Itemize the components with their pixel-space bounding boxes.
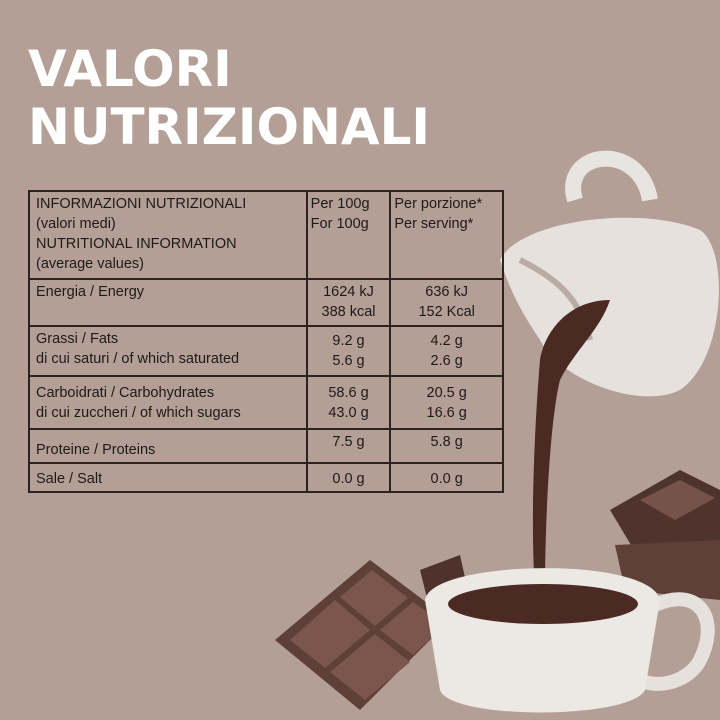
- row-label: Proteine / Proteins: [28, 428, 308, 464]
- value: 20.5 g: [426, 384, 467, 401]
- row-per100: 58.6 g 43.0 g: [305, 375, 392, 430]
- title-line-1: VALORI: [28, 40, 232, 98]
- row-serving: 4.2 g 2.6 g: [389, 325, 504, 377]
- value: 5.8 g: [430, 434, 463, 450]
- row-serving: 20.5 g 16.6 g: [389, 375, 504, 430]
- table-row-proteins: Proteine / Proteins 7.5 g 5.8 g: [28, 428, 504, 464]
- cup: [425, 568, 715, 713]
- value: 1624 kJ: [323, 284, 374, 300]
- row-per100: 7.5 g: [305, 428, 392, 464]
- header-per100-line: Per 100g: [310, 196, 370, 212]
- row-per100: 1624 kJ 388 kcal: [305, 278, 392, 327]
- header-label: INFORMAZIONI NUTRIZIONALI (valori medi) …: [28, 190, 308, 280]
- row-label: Grassi / Fats di cui saturi / of which sa…: [28, 325, 308, 377]
- row-label-line: di cui zuccheri / of which sugars: [36, 404, 241, 421]
- title-line-2: NUTRIZIONALI: [28, 98, 431, 156]
- row-label-line: Proteine / Proteins: [36, 442, 156, 458]
- value: 152 Kcal: [418, 304, 475, 320]
- header-label-line: (average values): [36, 256, 144, 272]
- header-serving: Per porzione* Per serving*: [389, 190, 504, 280]
- row-serving: 5.8 g: [389, 428, 504, 464]
- value: 9.2 g: [332, 333, 365, 349]
- row-label-line: Sale / Salt: [36, 471, 103, 487]
- page-title: VALORI NUTRIZIONALI: [28, 40, 430, 156]
- value: 7.5 g: [332, 434, 365, 450]
- table-row-salt: Sale / Salt 0.0 g 0.0 g: [28, 462, 504, 493]
- table-header-row: INFORMAZIONI NUTRIZIONALI (valori medi) …: [28, 190, 504, 280]
- header-label-line: (valori medi): [36, 216, 116, 232]
- table-row-carbohydrates: Carboidrati / Carbohydrates di cui zucche…: [28, 375, 504, 430]
- row-label-line: Energia / Energy: [36, 284, 145, 300]
- value: 4.2 g: [430, 333, 463, 349]
- header-serving-line: Per porzione*: [394, 196, 483, 212]
- header-label-line: INFORMAZIONI NUTRIZIONALI: [36, 196, 247, 212]
- value: 58.6 g: [328, 384, 369, 401]
- value: 16.6 g: [426, 404, 467, 421]
- header-label-line: NUTRITIONAL INFORMATION: [36, 236, 237, 252]
- row-per100: 9.2 g 5.6 g: [305, 325, 392, 377]
- header-per100-line: For 100g: [310, 216, 369, 232]
- row-serving: 0.0 g: [389, 462, 504, 493]
- row-label-line: Carboidrati / Carbohydrates: [36, 384, 215, 401]
- row-label: Carboidrati / Carbohydrates di cui zucche…: [28, 375, 308, 430]
- value: 636 kJ: [425, 284, 469, 300]
- value: 388 kcal: [321, 304, 376, 320]
- value: 43.0 g: [328, 404, 369, 421]
- row-label: Energia / Energy: [28, 278, 308, 327]
- value: 5.6 g: [332, 353, 365, 369]
- value: 0.0 g: [332, 471, 365, 487]
- jug: [500, 150, 719, 590]
- value: 0.0 g: [430, 471, 463, 487]
- row-per100: 0.0 g: [305, 462, 392, 493]
- table-row-fats: Grassi / Fats di cui saturi / of which sa…: [28, 325, 504, 377]
- row-label: Sale / Salt: [28, 462, 308, 493]
- header-serving-line: Per serving*: [394, 216, 474, 232]
- value: 2.6 g: [430, 353, 463, 369]
- row-label-line: di cui saturi / of which saturated: [36, 351, 240, 367]
- table-row-energy: Energia / Energy 1624 kJ 388 kcal 636 kJ 1…: [28, 278, 504, 327]
- header-per100: Per 100g For 100g: [305, 190, 392, 280]
- row-label-line: Grassi / Fats: [36, 331, 119, 347]
- nutrition-table: INFORMAZIONI NUTRIZIONALI (valori medi) …: [28, 190, 504, 493]
- row-serving: 636 kJ 152 Kcal: [389, 278, 504, 327]
